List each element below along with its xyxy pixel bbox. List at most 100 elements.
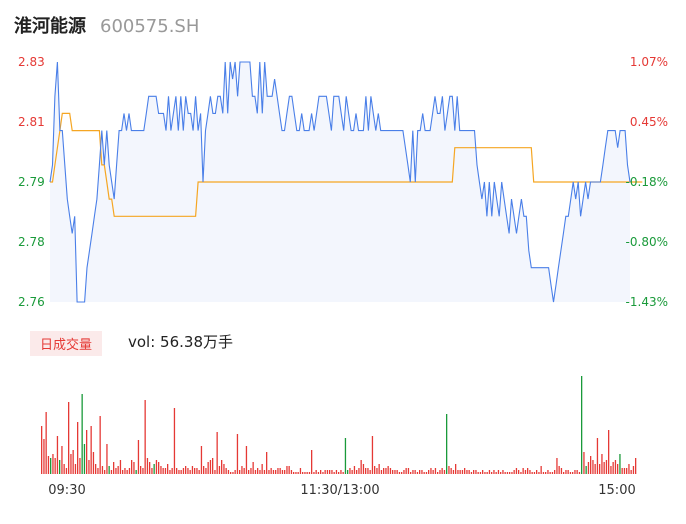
volume-bar <box>378 464 380 474</box>
volume-bar <box>119 460 122 474</box>
volume-bar <box>468 470 470 474</box>
volume-bar <box>162 468 164 474</box>
volume-bar <box>635 458 637 474</box>
volume-bar <box>551 472 554 474</box>
volume-bar <box>198 470 200 474</box>
volume-bar <box>538 472 540 474</box>
volume-bar <box>326 470 329 474</box>
volume-bar <box>225 468 227 474</box>
volume-bar <box>90 426 92 474</box>
volume-bar <box>457 470 459 474</box>
volume-bar <box>509 472 511 474</box>
volume-bar <box>448 466 450 474</box>
x-tick: 11:30/13:00 <box>300 483 379 498</box>
volume-bar <box>189 470 191 474</box>
volume-bar <box>270 468 272 474</box>
volume-bar <box>259 470 261 474</box>
volume-bar <box>317 472 320 474</box>
volume-bar <box>92 452 95 474</box>
volume-bar <box>340 470 342 474</box>
volume-bar <box>626 468 628 474</box>
volume-bar <box>614 460 617 474</box>
volume-bar <box>115 468 117 474</box>
volume-bar <box>214 470 216 474</box>
price-plot-area <box>49 61 643 303</box>
volume-bar <box>464 468 466 474</box>
volume-bar <box>311 450 313 474</box>
volume-bar <box>205 468 207 474</box>
volume-bar <box>432 470 434 474</box>
volume-bar <box>590 456 592 474</box>
volume-bar <box>518 470 520 474</box>
volume-bar <box>320 470 322 474</box>
volume-bar <box>268 470 270 474</box>
volume-bar <box>306 472 308 474</box>
volume-bar <box>122 470 124 474</box>
x-axis-time-labels: 09:30 11:30/13:00 15:00 <box>48 483 635 498</box>
volume-bar <box>394 470 396 474</box>
y-tick-right: -1.43% <box>626 295 668 309</box>
volume-bar <box>556 458 558 474</box>
y-axis-percent-labels: 1.07% 0.45% -0.18% -0.80% -1.43% <box>626 55 668 309</box>
volume-bar <box>155 460 158 474</box>
volume-bar <box>95 464 97 474</box>
volume-bar <box>149 462 151 474</box>
volume-bar <box>434 468 437 474</box>
volume-bar <box>173 408 176 474</box>
y-axis-price-labels: 2.83 2.81 2.79 2.78 2.76 <box>18 55 45 309</box>
volume-bar <box>297 472 299 474</box>
y-tick-right: 0.45% <box>630 115 668 129</box>
volume-bar <box>608 430 610 474</box>
volume-bar <box>286 466 288 474</box>
volume-bar <box>344 438 347 474</box>
stock-title: 淮河能源 600575.SH <box>14 12 199 40</box>
volume-bar <box>473 470 475 474</box>
volume-bar <box>176 468 178 474</box>
volume-bar <box>86 430 88 474</box>
volume-plot-area <box>41 376 637 474</box>
volume-bar <box>558 466 560 474</box>
volume-bar <box>216 432 218 474</box>
volume-bar <box>362 464 365 474</box>
stock-name: 淮河能源 <box>14 16 86 37</box>
volume-bar <box>367 468 369 474</box>
volume-bar <box>144 400 146 474</box>
volume-bar <box>245 446 248 474</box>
volume-bar <box>43 439 45 474</box>
volume-bar <box>187 468 189 474</box>
volume-bar <box>547 470 549 474</box>
volume-bar <box>83 444 86 474</box>
volume-bar <box>371 436 374 474</box>
volume-bar <box>610 466 612 474</box>
volume-bar <box>493 470 495 474</box>
volume-bar <box>421 470 423 474</box>
volume-bar <box>50 458 52 474</box>
y-tick-left: 2.81 <box>18 115 45 129</box>
volume-bar <box>324 470 326 474</box>
volume-bar <box>106 444 108 474</box>
volume-bar <box>241 466 243 474</box>
volume-bar <box>430 468 432 474</box>
volume-bar <box>77 422 79 474</box>
volume-bar <box>239 470 241 474</box>
volume-bar <box>477 472 479 474</box>
volume-bar <box>527 468 529 474</box>
volume-bar <box>536 470 538 474</box>
volume-bar <box>146 458 149 474</box>
volume-bar <box>419 470 421 474</box>
volume-bar <box>261 464 263 474</box>
volume-bar <box>349 468 351 474</box>
volume-bar <box>59 460 61 474</box>
volume-bar <box>99 416 101 474</box>
volume-bar <box>585 466 587 474</box>
volume-bar <box>248 470 250 474</box>
volume-bar <box>578 472 581 474</box>
volume-bar <box>380 470 383 474</box>
volume-bar <box>221 460 223 474</box>
volume-bar <box>385 468 387 474</box>
volume-bar <box>302 472 304 474</box>
volume-bar <box>209 460 212 474</box>
volume-bar <box>167 464 169 474</box>
volume-bar <box>603 462 605 474</box>
